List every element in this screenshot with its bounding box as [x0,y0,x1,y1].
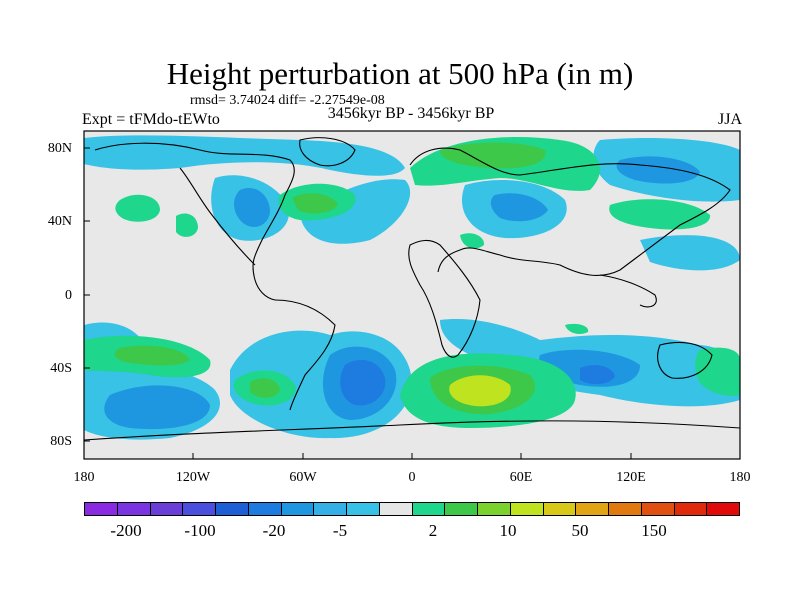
lon-label-120e: 120E [616,470,646,485]
colorbar-label: 150 [641,521,667,540]
colorbar-label: 10 [499,521,517,540]
colorbar-label: -200 [110,521,142,540]
colorbar-swatch [117,503,151,515]
colorbar-swatch [478,503,511,515]
lon-label-0: 0 [408,470,416,485]
colorbar-swatch [707,503,739,515]
colorbar-swatch [150,503,184,515]
colorbar-swatch [85,503,118,515]
lon-label-180w: 180 [73,470,95,485]
colorbar-label: -100 [184,521,216,540]
colorbar-swatch [445,503,478,515]
lat-label-40n: 40N [47,214,72,229]
experiment-label: Expt = tFMdo-tEWto [82,111,220,128]
colorbar-swatch [609,503,642,515]
season-label: JJA [717,111,742,128]
period-label: 3456kyr BP - 3456kyr BP [327,105,495,122]
plot-title: Height perturbation at 500 hPa (in m) [166,56,634,91]
colorbar-label: -5 [332,521,348,540]
colorbar-swatch [379,503,413,515]
colorbar-swatch [510,503,544,515]
colorbar-swatch [314,503,347,515]
lat-label-0: 0 [65,288,72,303]
coastlines [84,137,740,441]
colorbar [84,502,740,516]
colorbar-swatch [248,503,282,515]
colorbar-swatch [543,503,577,515]
colorbar-swatch [674,503,708,515]
colorbar-label: 50 [571,521,589,540]
contour-fills [84,135,740,440]
lon-label-180e: 180 [729,470,751,485]
lat-label-80s: 80S [50,434,72,449]
colorbar-swatch [281,503,315,515]
colorbar-swatch [412,503,446,515]
axis-ticks [84,147,632,459]
lat-label-80n: 80N [47,141,72,156]
lon-label-60w: 60W [289,470,317,485]
stats-line: rmsd= 3.74024 diff= -2.27549e-08 [190,93,385,108]
colorbar-swatch [216,503,249,515]
colorbar-swatch [641,503,675,515]
lon-label-60e: 60E [509,470,533,485]
colorbar-label: 2 [428,521,438,540]
colorbar-swatch [576,503,609,515]
colorbar-swatch [347,503,380,515]
lat-label-40s: 40S [50,361,72,376]
colorbar-label: -20 [262,521,286,540]
lon-label-120w: 120W [175,470,211,485]
colorbar-swatch [183,503,216,515]
